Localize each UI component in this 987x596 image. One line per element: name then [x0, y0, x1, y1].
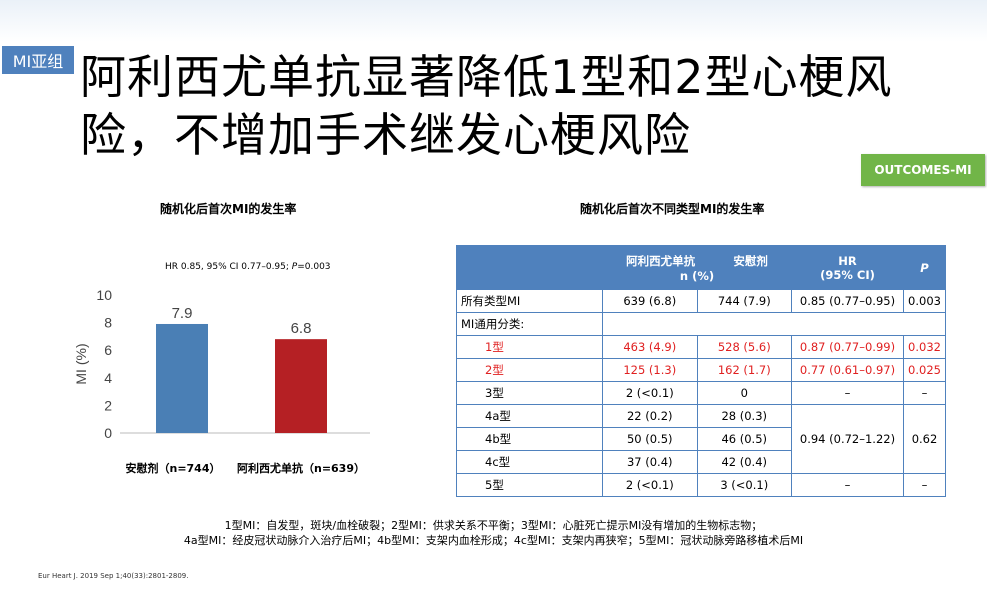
bar-value-label: 7.9: [172, 305, 193, 322]
cell-alirocumab: 22 (0.2): [602, 404, 698, 428]
bar-value-label: 6.8: [291, 320, 312, 337]
header-hr: HR (95% CI): [791, 245, 904, 290]
bar: [156, 323, 208, 433]
cell-placebo: 42 (0.4): [696, 450, 792, 474]
table-row: 2型 125 (1.3) 162 (1.7) 0.77 (0.61–0.97) 0.02…: [456, 358, 946, 382]
cell-p: 0.032: [903, 335, 946, 359]
cell-p: 0.003: [903, 289, 946, 313]
row-blank: [602, 312, 946, 336]
cell-alirocumab: 463 (4.9): [602, 335, 698, 359]
y-tick-label: 10: [96, 287, 112, 303]
row-label: 所有类型MI: [456, 289, 603, 313]
cell-alirocumab: 2 (<0.1): [602, 381, 698, 405]
header-p: P: [903, 245, 946, 290]
y-tick-label: 6: [104, 342, 112, 358]
cell-placebo: 744 (7.9): [696, 289, 792, 313]
cell-placebo: 162 (1.7): [696, 358, 792, 382]
cell-hr: –: [791, 381, 904, 405]
y-tick-label: 0: [104, 425, 112, 441]
cell-p: –: [903, 473, 946, 497]
y-tick-label: 8: [104, 315, 112, 331]
chart-title: 随机化后首次MI的发生率: [160, 202, 297, 216]
header-ci-label: (95% CI): [820, 267, 875, 282]
row-label: 4a型: [456, 404, 603, 428]
table-title: 随机化后首次不同类型MI的发生率: [580, 202, 765, 216]
cell-placebo: 528 (5.6): [696, 335, 792, 359]
table-row: 所有类型MI 639 (6.8) 744 (7.9) 0.85 (0.77–0.95)…: [456, 289, 946, 313]
footnote-line-2: 4a型MI：经皮冠状动脉介入治疗后MI；4b型MI：支架内血栓形成；4c型MI：…: [183, 534, 804, 547]
cell-placebo: 28 (0.3): [696, 404, 792, 428]
cell-hr: 0.87 (0.77–0.99): [791, 335, 904, 359]
header-hr-label: HR: [838, 253, 857, 268]
header-placebo: 安慰剂: [733, 253, 768, 268]
table-row: 4c型 37 (0.4) 42 (0.4): [456, 450, 946, 474]
cell-alirocumab: 639 (6.8): [602, 289, 698, 313]
cell-hr: –: [791, 473, 904, 497]
cell-hr: 0.85 (0.77–0.95): [791, 289, 904, 313]
cell-placebo: 46 (0.5): [696, 427, 792, 451]
trial-badge: OUTCOMES-MI: [861, 154, 985, 186]
cell-alirocumab: 37 (0.4): [602, 450, 698, 474]
table-row: 5型 2 (<0.1) 3 (<0.1) – –: [456, 473, 946, 497]
cell-p: –: [903, 381, 946, 405]
section-tag: MI亚组: [2, 46, 74, 74]
table-row: 1型 463 (4.9) 528 (5.6) 0.87 (0.77–0.99) 0.03…: [456, 335, 946, 359]
hr-annotation: HR 0.85, 95% CI 0.77–0.95; P=0.003: [165, 262, 331, 272]
row-label: 1型: [456, 335, 603, 359]
header-blank: [456, 245, 603, 290]
header-band: [0, 0, 987, 42]
bar-chart: 0 2 4 6 8 10 MI (%) 7.9 6.8 安慰剂（n=744） 阿利西尤单抗（n=63…: [73, 287, 370, 475]
cell-placebo: 3 (<0.1): [696, 473, 792, 497]
mi-type-table: 阿利西尤单抗 安慰剂 n (%) HR (95% CI) P 所有类型MI 639…: [456, 245, 946, 497]
cell-alirocumab: 2 (<0.1): [602, 473, 698, 497]
row-label: 3型: [456, 381, 603, 405]
y-axis-label: MI (%): [73, 343, 89, 384]
row-label: 2型: [456, 358, 603, 382]
category-label: 阿利西尤单抗（n=639）: [237, 461, 365, 475]
header-n-pct: n (%): [679, 268, 715, 283]
cell-p: 0.025: [903, 358, 946, 382]
slide-title: 阿利西尤单抗显著降低1型和2型心梗风险，不增加手术继发心梗风险: [80, 50, 893, 162]
cell-hr: 0.94 (0.72–1.22): [791, 404, 904, 474]
bar: [275, 339, 327, 433]
cell-placebo: 0: [696, 381, 792, 405]
y-tick-label: 4: [104, 370, 112, 386]
footnote: 1型MI：自发型，斑块/血栓破裂；2型MI：供求关系不平衡；3型MI：心脏死亡提…: [0, 518, 987, 548]
table-row: 3型 2 (<0.1) 0– –: [456, 381, 946, 405]
cell-alirocumab: 50 (0.5): [602, 427, 698, 451]
y-tick-label: 2: [104, 397, 112, 413]
cell-p: 0.62: [903, 404, 946, 474]
header-alirocumab: 阿利西尤单抗: [626, 253, 696, 268]
table-row: 4a型 22 (0.2) 28 (0.3) 0.94 (0.72–1.22) 0.62: [456, 404, 946, 474]
cell-hr: 0.77 (0.61–0.97): [791, 358, 904, 382]
row-label: 4b型: [456, 427, 603, 451]
reference: Eur Heart J. 2019 Sep 1;40(33):2801-2809…: [38, 572, 189, 580]
cell-alirocumab: 125 (1.3): [602, 358, 698, 382]
header-groups: 阿利西尤单抗 安慰剂 n (%): [602, 245, 792, 290]
row-label: 4c型: [456, 450, 603, 474]
table-row: MI通用分类:: [456, 312, 946, 336]
footnote-line-1: 1型MI：自发型，斑块/血栓破裂；2型MI：供求关系不平衡；3型MI：心脏死亡提…: [224, 519, 763, 532]
category-label: 安慰剂（n=744）: [125, 461, 220, 475]
row-label: 5型: [456, 473, 603, 497]
row-label: MI通用分类:: [456, 312, 603, 336]
